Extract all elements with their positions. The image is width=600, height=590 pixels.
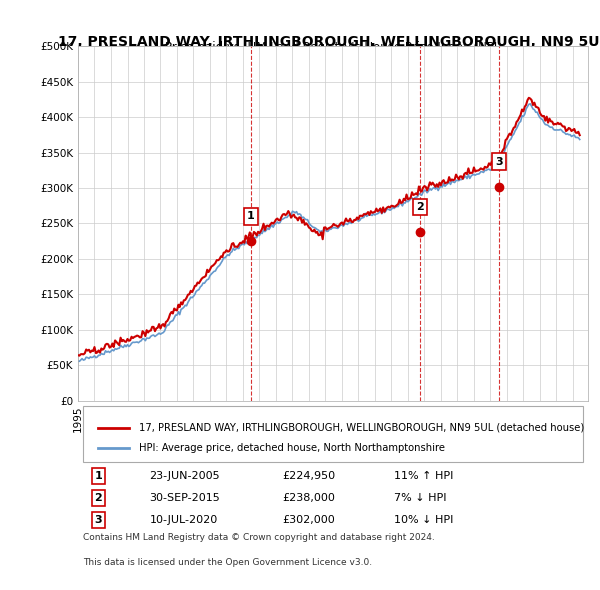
Text: 17, PRESLAND WAY, IRTHLINGBOROUGH, WELLINGBOROUGH, NN9 5UL: 17, PRESLAND WAY, IRTHLINGBOROUGH, WELLI… [58, 35, 600, 50]
Text: 2: 2 [416, 202, 424, 212]
Text: 30-SEP-2015: 30-SEP-2015 [149, 493, 220, 503]
Text: This data is licensed under the Open Government Licence v3.0.: This data is licensed under the Open Gov… [83, 558, 372, 567]
Text: 3: 3 [95, 515, 102, 525]
Text: 11% ↑ HPI: 11% ↑ HPI [394, 471, 454, 481]
Text: 7% ↓ HPI: 7% ↓ HPI [394, 493, 446, 503]
Text: £238,000: £238,000 [282, 493, 335, 503]
Text: 10% ↓ HPI: 10% ↓ HPI [394, 515, 454, 525]
Text: Contains HM Land Registry data © Crown copyright and database right 2024.: Contains HM Land Registry data © Crown c… [83, 533, 435, 542]
Text: 1: 1 [95, 471, 102, 481]
Text: 1: 1 [247, 211, 254, 221]
Text: Price paid vs. HM Land Registry's House Price Index (HPI): Price paid vs. HM Land Registry's House … [164, 41, 502, 54]
Text: HPI: Average price, detached house, North Northamptonshire: HPI: Average price, detached house, Nort… [139, 443, 445, 453]
Text: 23-JUN-2005: 23-JUN-2005 [149, 471, 220, 481]
Text: 10-JUL-2020: 10-JUL-2020 [149, 515, 218, 525]
Text: £224,950: £224,950 [282, 471, 335, 481]
Text: 3: 3 [495, 156, 503, 166]
Text: 2: 2 [95, 493, 102, 503]
Text: 17, PRESLAND WAY, IRTHLINGBOROUGH, WELLINGBOROUGH, NN9 5UL (detached house): 17, PRESLAND WAY, IRTHLINGBOROUGH, WELLI… [139, 422, 584, 432]
Text: £302,000: £302,000 [282, 515, 335, 525]
FancyBboxPatch shape [83, 406, 583, 462]
